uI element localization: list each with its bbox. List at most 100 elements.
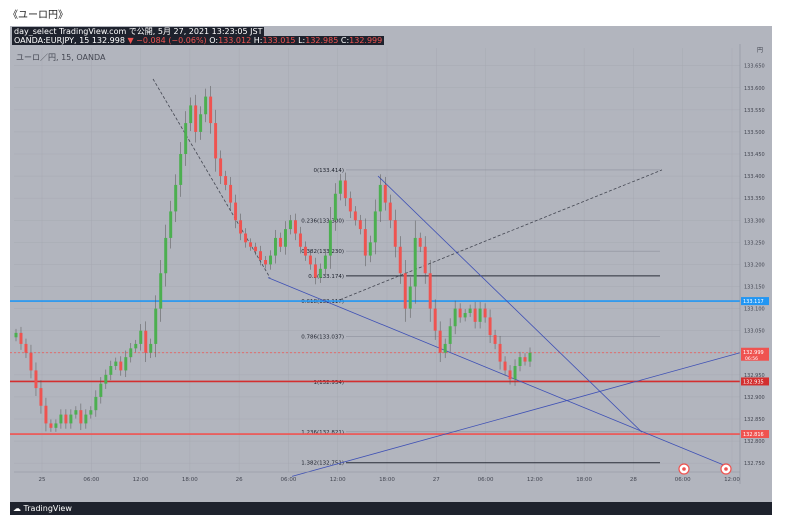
close-value: 132.999	[349, 36, 383, 45]
time-tick-label: 18:00	[379, 477, 395, 483]
candle-body	[358, 220, 362, 230]
time-tick-label: 27	[433, 477, 440, 483]
fibonacci-extension[interactable]: 0(133.414) 0.236(133.300) 0.382(133.230) 0.…	[301, 168, 660, 467]
price-badge	[741, 297, 769, 306]
candle-body	[64, 414, 68, 424]
candle-body	[338, 180, 342, 194]
candle-body	[488, 317, 492, 336]
candle-body	[234, 202, 238, 221]
candle-body	[408, 286, 412, 309]
price-chart[interactable]: 0(133.414) 0.236(133.300) 0.382(133.230) 0.…	[10, 26, 772, 502]
candle-body	[383, 184, 387, 203]
candle-body	[323, 255, 327, 269]
fib-level-label: 0.618(133.117)	[301, 299, 344, 305]
candles	[14, 85, 532, 432]
price-badge	[741, 377, 769, 386]
candle-body	[229, 184, 233, 203]
time-tick-label: 28	[630, 477, 637, 483]
candle-body	[199, 114, 203, 132]
low-value: 132.985	[305, 36, 339, 45]
price-badge-label: 132.816	[743, 432, 764, 438]
candle-body	[523, 357, 527, 362]
candle-body	[483, 308, 487, 318]
candle-body	[109, 366, 113, 375]
candle-body	[214, 123, 218, 159]
candle-body	[124, 357, 128, 371]
time-tick-label: 12:00	[724, 477, 740, 483]
candle-body	[19, 332, 23, 344]
tradingview-logo[interactable]: ☁ TradingView	[13, 504, 72, 513]
candle-body	[149, 343, 153, 353]
trend-line-upper	[377, 175, 643, 433]
price-tick-label: 133.550	[744, 108, 765, 114]
candle-body	[403, 273, 407, 309]
candle-body	[398, 246, 402, 274]
candle-body	[224, 176, 228, 185]
candle-body	[24, 343, 28, 353]
candle-body	[368, 242, 372, 256]
high-label: H:	[253, 36, 263, 45]
candle-body	[174, 184, 178, 212]
candle-body	[194, 105, 198, 132]
chart-frame[interactable]: 0(133.414) 0.236(133.300) 0.382(133.230) 0.…	[10, 26, 772, 515]
candle-body	[279, 237, 282, 247]
price-tick-label: 133.400	[744, 174, 765, 180]
price-badge-label: 132.935	[743, 379, 764, 385]
time-axis[interactable]: 25 06:00 12:00 18:00 26 06:00 12:00 18:00 27 06:0…	[14, 471, 740, 483]
candle-body	[528, 352, 532, 362]
price-axis[interactable]: 円 133.650 133.600 133.550 133.500 133.450 133.…	[739, 44, 772, 484]
candle-body	[478, 308, 482, 322]
price-tick-label: 133.200	[744, 262, 765, 268]
time-tick-label: 06:00	[478, 477, 494, 483]
fib-level-label: 0.382(133.230)	[301, 249, 344, 255]
candle-body	[288, 220, 292, 230]
candle-body	[34, 370, 38, 389]
candle-body	[259, 251, 263, 260]
candle-body	[448, 326, 452, 344]
price-tick-label: 133.450	[744, 152, 765, 158]
candle-body	[119, 361, 123, 371]
candle-body	[313, 264, 317, 278]
candle-body	[283, 229, 287, 247]
candle-body	[348, 198, 352, 212]
candle-body	[378, 184, 382, 212]
candle-body	[179, 154, 183, 185]
fib-level-label: 0(133.414)	[313, 168, 344, 174]
candle-body	[189, 105, 193, 124]
candle-body	[184, 123, 188, 154]
candle-body	[388, 202, 392, 221]
time-tick-label: 25	[39, 477, 46, 483]
price-tick-label: 132.750	[744, 461, 765, 467]
candle-body	[443, 343, 447, 353]
time-tick-label: 12:00	[330, 477, 346, 483]
candle-body	[363, 229, 367, 256]
candle-body	[438, 330, 442, 353]
countdown-label: 06:56	[745, 356, 758, 362]
candle-body	[169, 211, 173, 238]
candle-body	[44, 405, 48, 424]
time-tick-label: 18:00	[182, 477, 198, 483]
candle-body	[164, 237, 168, 274]
candle-body	[373, 211, 377, 243]
price-tick-label: 132.900	[744, 395, 765, 401]
candle-body	[84, 414, 88, 424]
alert-icons[interactable]	[678, 463, 732, 475]
trend-line-support	[291, 352, 741, 477]
price-tick-label: 132.950	[744, 373, 765, 379]
candle-body	[139, 330, 143, 344]
candle-body	[498, 343, 502, 362]
candle-body	[428, 273, 432, 309]
candle-body	[413, 237, 417, 287]
candle-body	[293, 220, 297, 234]
candle-body	[518, 357, 522, 366]
fib-level-label: 0.5(133.174)	[308, 274, 344, 280]
candle-body	[493, 335, 497, 344]
close-label: C:	[340, 36, 350, 45]
candle-body	[79, 410, 83, 424]
candle-body	[353, 211, 357, 221]
candle-body	[39, 388, 43, 406]
candle-body	[154, 308, 158, 344]
candle-body	[244, 233, 248, 243]
price-badge	[741, 430, 769, 439]
candle-body	[59, 414, 63, 424]
